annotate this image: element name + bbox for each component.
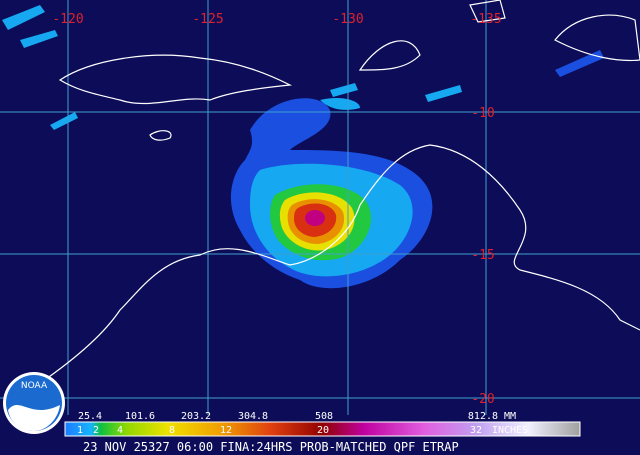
coastline bbox=[554, 14, 640, 62]
latitude-label: -20 bbox=[471, 392, 494, 407]
latitude-label: -15 bbox=[471, 248, 494, 263]
coastline bbox=[149, 130, 172, 141]
longitude-label: -125 bbox=[192, 12, 223, 27]
coastline bbox=[469, 0, 506, 23]
inch-label: 20 bbox=[317, 425, 329, 436]
rain-area bbox=[320, 97, 360, 110]
latitude-label: -10 bbox=[471, 106, 494, 121]
inch-label: 1 bbox=[77, 425, 83, 436]
caption: 23 NOV 25327 06:00 FINA:24HRS PROB-MATCH… bbox=[83, 440, 459, 454]
coastlines bbox=[29, 0, 640, 391]
coastline bbox=[58, 54, 293, 105]
logo-bird bbox=[8, 405, 60, 431]
inch-label: 12 bbox=[220, 425, 232, 436]
inch-label: 2 bbox=[93, 425, 99, 436]
rain-area bbox=[2, 5, 58, 48]
coastline bbox=[358, 40, 421, 71]
rain-area bbox=[305, 210, 325, 226]
inch-label: INCHES bbox=[492, 425, 528, 436]
mm-label: 304.8 bbox=[238, 411, 268, 422]
color-bar: 25.4 101.6 203.2 304.8 508 812.8 MM 1 2 … bbox=[64, 411, 581, 437]
mm-label: 508 bbox=[315, 411, 333, 422]
inch-label: 32 bbox=[470, 425, 482, 436]
longitude-label: -120 bbox=[52, 12, 83, 27]
inch-label: 8 bbox=[169, 425, 175, 436]
noaa-logo: NOAA bbox=[3, 372, 65, 434]
inch-label: 4 bbox=[117, 425, 123, 436]
mm-label: 812.8 MM bbox=[468, 411, 516, 422]
mm-label: 101.6 bbox=[125, 411, 155, 422]
mm-label: 203.2 bbox=[181, 411, 211, 422]
longitude-label: -135 bbox=[470, 12, 501, 27]
logo-text: NOAA bbox=[21, 381, 48, 391]
longitude-label: -130 bbox=[332, 12, 363, 27]
coastline bbox=[29, 144, 640, 391]
precipitation-field bbox=[2, 5, 604, 289]
rain-area bbox=[555, 50, 604, 77]
color-scale bbox=[64, 421, 581, 437]
mm-label: 25.4 bbox=[78, 411, 102, 422]
